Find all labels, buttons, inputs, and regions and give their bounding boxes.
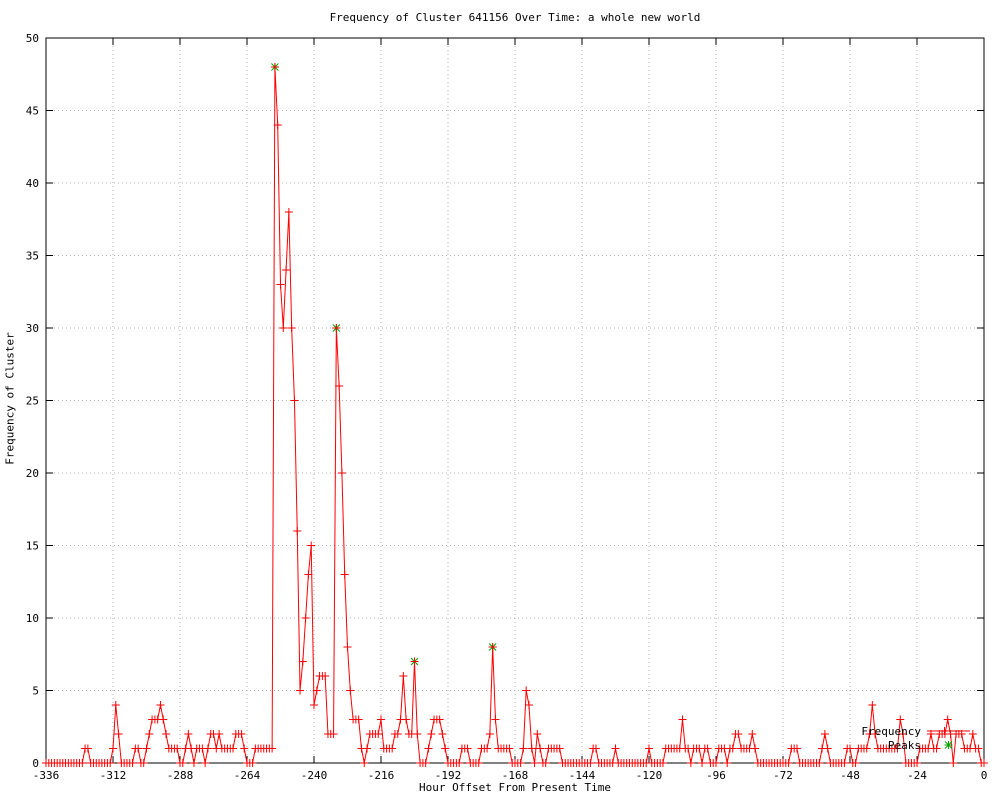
y-tick-label: 15	[26, 540, 39, 553]
x-tick-label: -72	[773, 769, 793, 782]
y-tick-label: 20	[26, 467, 39, 480]
x-tick-label: -192	[435, 769, 462, 782]
legend-label-peaks: Peaks	[888, 739, 921, 752]
legend-sample-frequency	[927, 727, 970, 735]
y-tick-label: 45	[26, 105, 39, 118]
y-tick-label: 35	[26, 250, 39, 263]
y-tick-label: 50	[26, 32, 39, 45]
x-tick-label: -264	[234, 769, 261, 782]
chart-title: Frequency of Cluster 641156 Over Time: a…	[329, 11, 701, 24]
y-tick-label: 25	[26, 395, 39, 408]
data-point-markers	[42, 63, 988, 767]
x-tick-label: -240	[301, 769, 328, 782]
x-axis-label: Hour Offset From Present Time	[418, 781, 612, 794]
x-tick-label: -144	[569, 769, 596, 782]
y-tick-label: 40	[26, 177, 39, 190]
x-tick-label: -312	[100, 769, 127, 782]
x-tick-label: -288	[167, 769, 194, 782]
y-tick-label: 30	[26, 322, 39, 335]
x-tick-label: -96	[706, 769, 726, 782]
x-tick-label: -216	[368, 769, 395, 782]
peak-star-markers	[270, 63, 497, 666]
x-tick-label: 0	[981, 769, 988, 782]
y-tick-label: 5	[32, 685, 39, 698]
y-tick-label: 10	[26, 612, 39, 625]
y-tick-label: 0	[32, 757, 39, 770]
legend-label-frequency: Frequency	[861, 725, 921, 738]
grid-lines	[45, 37, 985, 764]
x-tick-label: -120	[636, 769, 663, 782]
x-tick-label: -336	[33, 769, 60, 782]
x-tick-label: -48	[840, 769, 860, 782]
x-tick-label: -168	[502, 769, 529, 782]
x-tick-label: -24	[907, 769, 927, 782]
legend-sample-peaks	[944, 741, 953, 749]
